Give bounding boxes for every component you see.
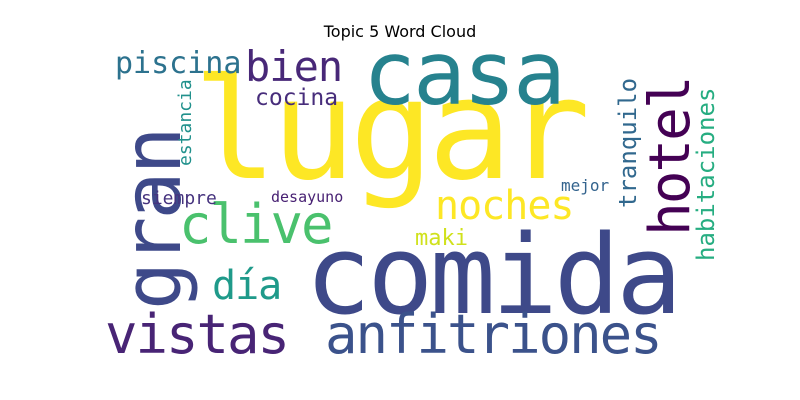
word-tranquilo: tranquilo (614, 77, 642, 208)
word-maki: maki (415, 226, 468, 251)
word-dia: día (212, 263, 282, 309)
chart-title: Topic 5 Word Cloud (323, 22, 477, 41)
word-vistas: vistas (105, 303, 290, 366)
word-cocina: cocina (255, 85, 339, 111)
word-hotel: hotel (638, 77, 703, 236)
word-cloud: lugar comida casa gran anfitriones vista… (105, 30, 725, 362)
word-estancia: estancia (175, 79, 196, 166)
word-comida: comida (305, 211, 682, 339)
word-mejor: mejor (561, 176, 610, 195)
word-casa: casa (363, 22, 566, 125)
word-desayuno: desayuno (271, 188, 344, 206)
word-lugar: lugar (193, 49, 590, 212)
word-piscina: piscina (115, 46, 242, 81)
word-habitaciones: habitaciones (692, 87, 720, 261)
word-anfitriones: anfitriones (325, 303, 663, 366)
word-siempre: siempre (141, 188, 217, 209)
word-clive: clive (179, 193, 334, 256)
word-bien: bien (245, 42, 343, 91)
word-noches: noches (435, 183, 574, 229)
